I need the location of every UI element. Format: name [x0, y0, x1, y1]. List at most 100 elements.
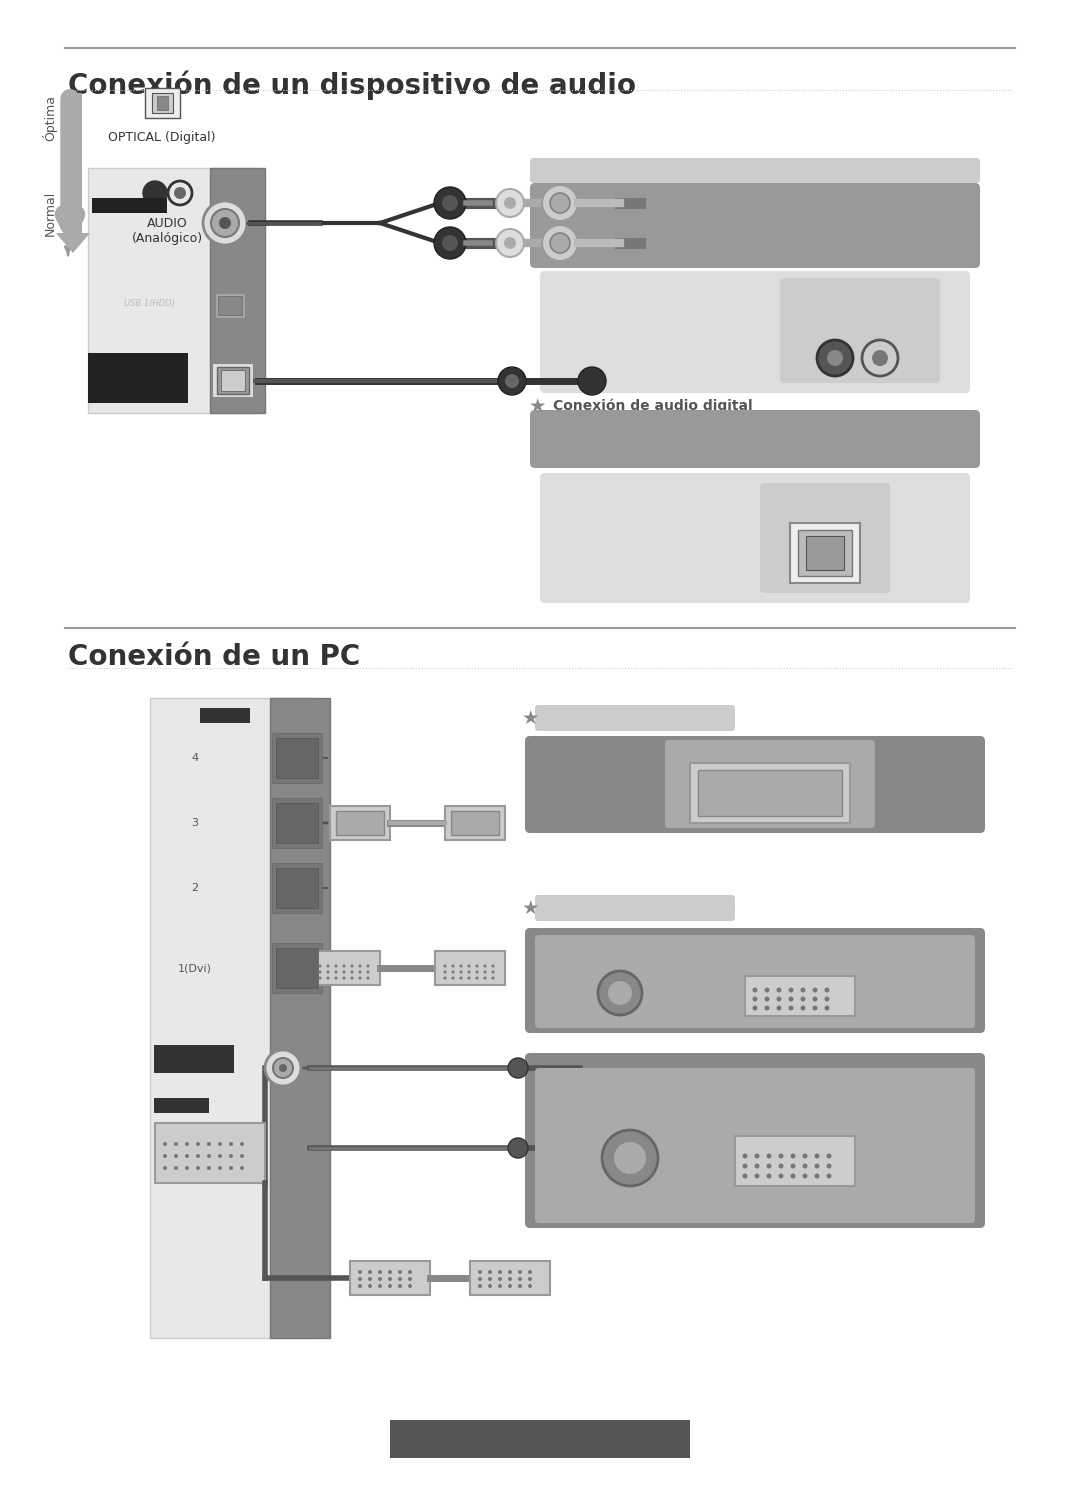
Bar: [798, 530, 852, 576]
Circle shape: [207, 1155, 211, 1158]
Circle shape: [814, 1174, 820, 1178]
Text: Mediante un cable HDMI/DVI: Mediante un cable HDMI/DVI: [621, 972, 889, 990]
Circle shape: [518, 1277, 522, 1281]
Circle shape: [508, 1269, 512, 1274]
FancyBboxPatch shape: [525, 1054, 985, 1228]
Circle shape: [442, 195, 458, 211]
Circle shape: [444, 964, 446, 967]
Circle shape: [827, 350, 843, 366]
Text: DIGITAL
AUDIO OUT
(OPTICAL): DIGITAL AUDIO OUT (OPTICAL): [113, 363, 162, 393]
Circle shape: [174, 1167, 178, 1170]
Circle shape: [475, 964, 478, 967]
Circle shape: [755, 1164, 759, 1168]
Circle shape: [468, 970, 471, 973]
Text: Español - 6: Español - 6: [488, 1430, 592, 1448]
Circle shape: [185, 1155, 189, 1158]
Circle shape: [550, 193, 570, 213]
Circle shape: [359, 976, 362, 979]
Circle shape: [459, 970, 462, 973]
Circle shape: [399, 1284, 402, 1289]
Circle shape: [496, 229, 524, 257]
Circle shape: [800, 997, 806, 1001]
Text: Conexión de un dispositivo de audio: Conexión de un dispositivo de audio: [68, 70, 636, 100]
Circle shape: [765, 997, 769, 1001]
Circle shape: [788, 1006, 794, 1010]
Circle shape: [211, 208, 239, 237]
Text: 1(Dvi): 1(Dvi): [178, 963, 212, 973]
Circle shape: [319, 964, 322, 967]
Text: Mediante un cable D-Sub: Mediante un cable D-Sub: [637, 1062, 873, 1080]
Text: 4: 4: [191, 753, 199, 763]
Circle shape: [753, 988, 757, 992]
Bar: [272, 863, 322, 914]
Circle shape: [496, 189, 524, 217]
Circle shape: [767, 1164, 771, 1168]
Circle shape: [335, 976, 337, 979]
Circle shape: [765, 1006, 769, 1010]
Text: Conexión HD: Conexión HD: [585, 711, 675, 725]
Circle shape: [518, 1284, 522, 1289]
Circle shape: [451, 976, 455, 979]
Circle shape: [163, 1155, 167, 1158]
Bar: [390, 1420, 690, 1458]
Circle shape: [484, 976, 486, 979]
Circle shape: [434, 187, 465, 219]
Circle shape: [444, 976, 446, 979]
Circle shape: [229, 1167, 233, 1170]
Circle shape: [498, 1269, 502, 1274]
Circle shape: [279, 1064, 287, 1071]
Circle shape: [812, 997, 818, 1001]
Circle shape: [504, 237, 516, 248]
Bar: [87, 168, 258, 414]
Circle shape: [359, 970, 362, 973]
Circle shape: [826, 1153, 832, 1159]
Circle shape: [366, 970, 369, 973]
Text: Conexión HD: Conexión HD: [585, 902, 675, 915]
Circle shape: [508, 1138, 528, 1158]
Circle shape: [174, 187, 186, 199]
Circle shape: [491, 976, 495, 979]
Bar: [276, 804, 318, 844]
FancyBboxPatch shape: [535, 934, 975, 1028]
Circle shape: [777, 997, 782, 1001]
Circle shape: [342, 970, 346, 973]
Bar: [350, 1260, 430, 1295]
Text: AUDIO OUT: AUDIO OUT: [104, 201, 157, 210]
Circle shape: [779, 1174, 783, 1178]
Circle shape: [326, 976, 329, 979]
Circle shape: [755, 1174, 759, 1178]
Bar: [150, 698, 315, 1338]
Circle shape: [753, 1006, 757, 1010]
Circle shape: [826, 1174, 832, 1178]
Circle shape: [273, 1058, 293, 1077]
Bar: [92, 198, 167, 213]
Circle shape: [791, 1153, 796, 1159]
Circle shape: [812, 1006, 818, 1010]
Circle shape: [203, 201, 247, 246]
Bar: [276, 948, 318, 988]
FancyBboxPatch shape: [535, 705, 735, 731]
Circle shape: [434, 228, 465, 259]
Circle shape: [791, 1174, 796, 1178]
Text: OPTICAL: OPTICAL: [801, 488, 848, 498]
Circle shape: [872, 350, 888, 366]
Circle shape: [388, 1277, 392, 1281]
Circle shape: [475, 976, 478, 979]
Circle shape: [442, 235, 458, 251]
Circle shape: [779, 1153, 783, 1159]
Text: Amplificador/
DVD para Home Cinema: Amplificador/ DVD para Home Cinema: [623, 298, 777, 326]
Bar: [276, 868, 318, 908]
Bar: [789, 522, 860, 583]
Circle shape: [491, 970, 495, 973]
Circle shape: [185, 1167, 189, 1170]
Bar: [435, 951, 505, 985]
Circle shape: [229, 1141, 233, 1146]
Circle shape: [335, 964, 337, 967]
Bar: [210, 168, 265, 414]
Circle shape: [788, 997, 794, 1001]
Circle shape: [219, 217, 231, 229]
Circle shape: [824, 988, 829, 992]
Circle shape: [335, 970, 337, 973]
Circle shape: [528, 1277, 532, 1281]
Text: 3: 3: [191, 818, 199, 827]
